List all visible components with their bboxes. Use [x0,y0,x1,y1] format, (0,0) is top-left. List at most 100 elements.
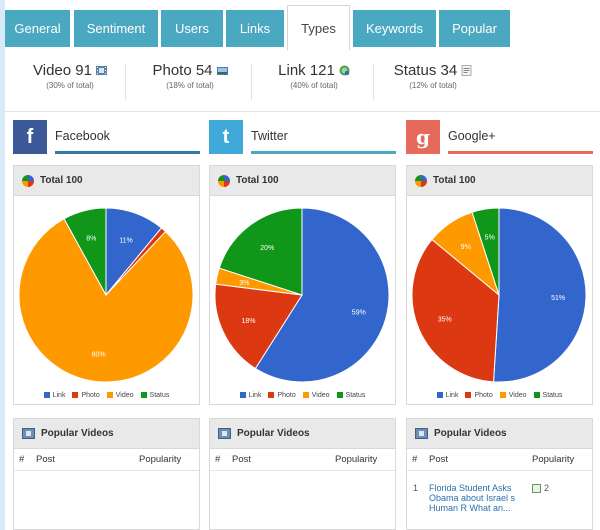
popular-panel-header: Popular Videos [14,419,199,449]
popular-panel-header: Popular Videos [407,419,592,449]
pie-chart: 11% 80% 8% [18,207,194,383]
pie-slice-link[interactable] [254,207,390,383]
legend-label: Link [445,391,459,399]
legend-swatch [268,392,275,398]
pie-label-link: 11% [119,237,133,244]
pie-slice-photo[interactable] [411,238,500,383]
column-number[interactable]: # [412,454,418,465]
legend-swatch [302,392,309,398]
legend-link: Link [436,391,459,399]
legend-video: Video [106,391,134,399]
stat-status-percent: (12% of total) [409,81,457,90]
column-number[interactable]: # [19,454,25,465]
legend-label: Link [52,391,66,399]
pie-label-video: 3% [239,280,249,287]
column-post[interactable]: Post [232,454,252,465]
column-popularity[interactable]: Popularity [335,454,378,465]
column-post[interactable]: Post [429,454,449,465]
column-popularity[interactable]: Popularity [532,454,575,465]
tab-popular[interactable]: Popular [439,10,510,47]
film-icon [95,66,107,75]
legend-video: Video [499,391,527,399]
pie-slice-link[interactable] [493,207,587,383]
chart-legend: Link Photo Video Status [14,388,199,402]
stat-link-label: Link 121 [278,62,335,79]
tab-keywords[interactable]: Keywords [353,10,436,47]
network-name: Google+ [448,129,496,143]
facebook-icon[interactable]: f [13,120,47,154]
network-underline [448,151,593,154]
table-row[interactable]: 1 Florida Student Asks Obama about Israe… [407,471,592,513]
pie-slice-video[interactable] [18,218,194,383]
popular-videos-panel: Popular Videos # Post Popularity 1 Flori… [406,418,593,530]
stat-photo-label: Photo 54 [152,62,213,79]
left-strip [0,0,5,530]
network-name: Facebook [55,129,110,143]
pie-label-photo: 18% [241,318,255,325]
network-underline [251,151,396,154]
film-icon [22,428,35,439]
stat-link: Link 121 (40% of total) [255,62,373,90]
pie-label-video: 9% [461,244,471,251]
stat-video: Video 91 (30% of total) [15,62,125,90]
tab-links[interactable]: Links [226,10,284,47]
legend-label: Video [115,391,134,399]
stat-photo: Photo 54 (18% of total) [130,62,250,90]
popularity-value: 2 [544,483,550,493]
pie-label-link: 59% [352,310,366,317]
legend-label: Photo [81,391,100,399]
table-header: # Post Popularity [210,449,395,471]
chart-panel: Total 100 11% 80% 8% Link Photo Video Stat… [13,165,200,405]
post-link[interactable]: Florida Student Asks Obama about Israel … [429,483,516,513]
divider [251,64,252,100]
chart-panel: Total 100 51% 35% 9% 5% Link Photo Video St… [406,165,593,405]
chart-panel-header: Total 100 [407,166,592,196]
divider [373,64,374,100]
network-name: Twitter [251,129,288,143]
pie-slice-photo[interactable] [214,283,303,370]
tab-bar: General Sentiment Users Links Types Keyw… [5,0,600,50]
column-number[interactable]: # [215,454,221,465]
legend-label: Video [508,391,527,399]
legend-swatch [72,392,79,398]
pie-label-status: 8% [86,236,96,243]
legend-status: Status [140,392,169,399]
legend-status: Status [533,391,563,399]
status-icon [461,65,472,76]
popular-title: Popular Videos [41,428,114,439]
pie-chart-icon [218,174,230,187]
column-popularity[interactable]: Popularity [139,454,182,465]
stats-bar: Video 91 (30% of total) Photo 54 (18% of… [5,50,600,112]
pie-slice-status[interactable] [218,207,303,296]
network-column-facebook: f Facebook Total 100 11% 80% 8% Link Photo… [13,120,200,530]
pie-slice-status[interactable] [471,207,500,296]
popular-title: Popular Videos [237,428,310,439]
legend-swatch [436,392,443,398]
googleplus-icon[interactable]: g [406,120,440,154]
legend-label: Status [542,391,563,399]
film-icon [218,428,231,439]
share-icon [532,484,541,493]
legend-swatch [465,392,472,398]
legend-label: Video [311,391,330,399]
tab-users[interactable]: Users [161,10,223,47]
popular-videos-panel: Popular Videos # Post Popularity [13,418,200,530]
stat-status: Status 34 (12% of total) [377,62,489,90]
column-post[interactable]: Post [36,454,56,465]
pie-label-link: 51% [551,295,565,302]
popular-panel-header: Popular Videos [210,419,395,449]
twitter-icon[interactable]: t [209,120,243,154]
chart-title: Total 100 [433,175,476,186]
legend-status: Status [336,391,366,399]
tab-general[interactable]: General [5,10,70,47]
legend-label: Status [345,391,366,399]
stat-video-percent: (30% of total) [46,81,94,90]
legend-swatch [140,392,147,398]
table-header: # Post Popularity [14,449,199,471]
tab-types[interactable]: Types [287,5,350,50]
tab-sentiment[interactable]: Sentiment [74,10,158,47]
pie-slice-status[interactable] [63,207,107,296]
pie-chart-icon [22,174,34,187]
popular-videos-panel: Popular Videos # Post Popularity [209,418,396,530]
network-header: g Google+ [406,120,593,156]
